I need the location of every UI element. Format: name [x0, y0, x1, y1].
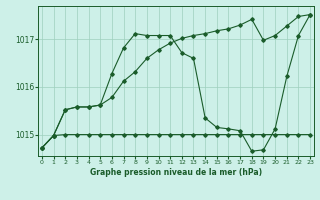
X-axis label: Graphe pression niveau de la mer (hPa): Graphe pression niveau de la mer (hPa)	[90, 168, 262, 177]
